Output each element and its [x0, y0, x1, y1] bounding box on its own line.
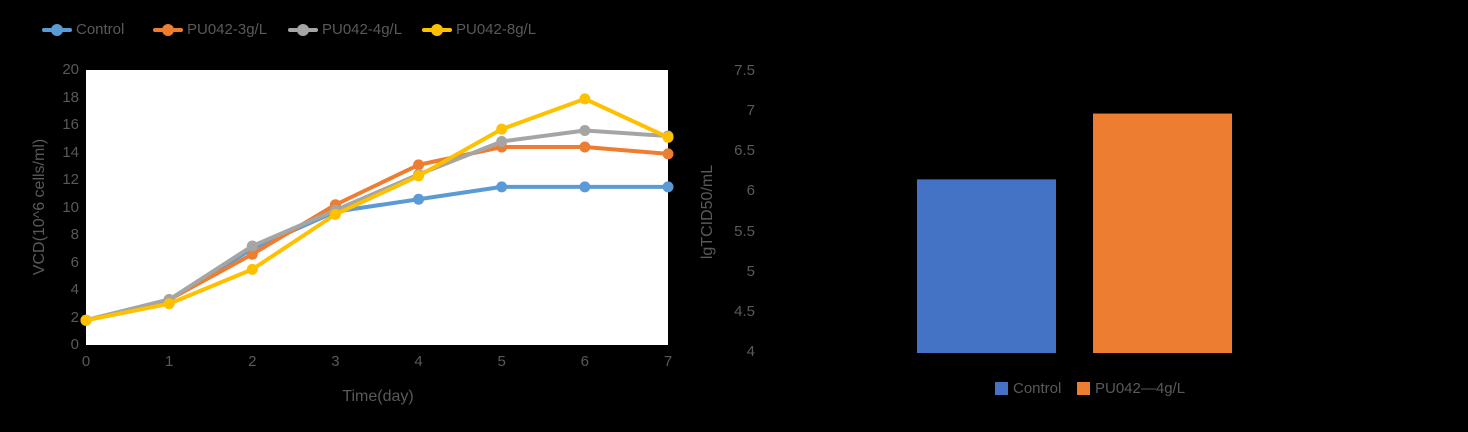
y-tick-label: 10 [62, 198, 79, 216]
series-marker-1-day-4 [413, 159, 425, 171]
legend-label: Control [1013, 380, 1062, 397]
y-tick-label: 12 [62, 171, 79, 188]
series-marker-2-day-6 [579, 125, 591, 136]
bar-y-tick-label: 4 [746, 343, 755, 360]
series-marker-3-day-0 [80, 314, 92, 326]
x-tick-label: 0 [81, 353, 91, 370]
x-tick-label: 6 [580, 353, 590, 370]
x-tick-label: 4 [414, 353, 423, 370]
y-tick-label: 16 [62, 116, 79, 133]
bar-y-tick-label: 7 [746, 102, 755, 120]
series-marker-1-day-2 [246, 248, 258, 260]
y-tick-label: 6 [70, 253, 79, 271]
x-tick-label: 3 [331, 353, 340, 370]
legend-dot-marker [431, 24, 443, 36]
legend-square-marker [1077, 382, 1090, 395]
line-chart-x-axis-title: Time(day) [342, 388, 414, 405]
series-line-2 [84, 128, 670, 323]
y-tick-label: 14 [62, 143, 79, 161]
series-marker-0-day-5 [496, 181, 508, 193]
series-marker-3-day-3 [329, 208, 341, 220]
bar-chart-y-axis-title: lgTCID50/mL [699, 164, 716, 260]
y-tick-label: 2 [70, 308, 79, 326]
y-tick-label: 0 [70, 336, 79, 353]
legend-label: PU042-4g/L [322, 21, 403, 38]
series-line-3 [84, 96, 670, 323]
legend-square-marker [995, 382, 1008, 395]
legend-label: PU042-3g/L [187, 21, 268, 38]
series-marker-2-day-2 [246, 240, 258, 252]
series-marker-3-day-1 [163, 298, 175, 310]
legend-label: PU042—4g/L [1095, 380, 1186, 397]
bar-y-tick-label: 5 [746, 262, 755, 280]
bar-y-tick-label: 5.5 [734, 222, 755, 240]
x-tick-label: 7 [663, 353, 673, 370]
legend-label: PU042-8g/L [456, 21, 537, 38]
series-marker-1-day-6 [579, 141, 591, 153]
series-marker-3-day-7 [662, 131, 674, 143]
series-marker-3-day-5 [496, 123, 508, 135]
series-marker-3-day-2 [246, 263, 258, 275]
y-tick-label: 20 [62, 61, 79, 78]
series-marker-3-day-6 [579, 93, 591, 105]
bar-1 [1093, 113, 1232, 354]
series-marker-2-day-5 [496, 136, 508, 147]
bar-y-tick-label: 4.5 [734, 302, 755, 320]
legend-label: Control [76, 21, 125, 38]
y-tick-label: 4 [70, 281, 79, 298]
x-tick-label: 1 [164, 353, 174, 370]
bar-y-tick-label: 6.5 [734, 142, 755, 160]
line-chart-y-axis-title: VCD(10^6 cells/ml) [31, 138, 48, 276]
series-marker-0-day-7 [662, 181, 674, 193]
legend-dot-marker [162, 24, 174, 36]
bar-y-tick-label: 7.5 [734, 62, 755, 79]
bar-0 [917, 179, 1056, 353]
legend-dot-marker [297, 24, 309, 36]
y-tick-label: 8 [70, 226, 79, 243]
series-marker-0-day-4 [413, 193, 425, 205]
series-marker-0-day-6 [579, 181, 591, 193]
x-tick-label: 2 [248, 353, 257, 370]
series-marker-3-day-4 [413, 170, 425, 182]
legend-dot-marker [51, 24, 63, 36]
x-tick-label: 5 [497, 353, 506, 370]
bar-y-tick-label: 6 [746, 182, 755, 200]
series-marker-1-day-7 [662, 148, 674, 160]
y-tick-label: 18 [62, 88, 79, 106]
